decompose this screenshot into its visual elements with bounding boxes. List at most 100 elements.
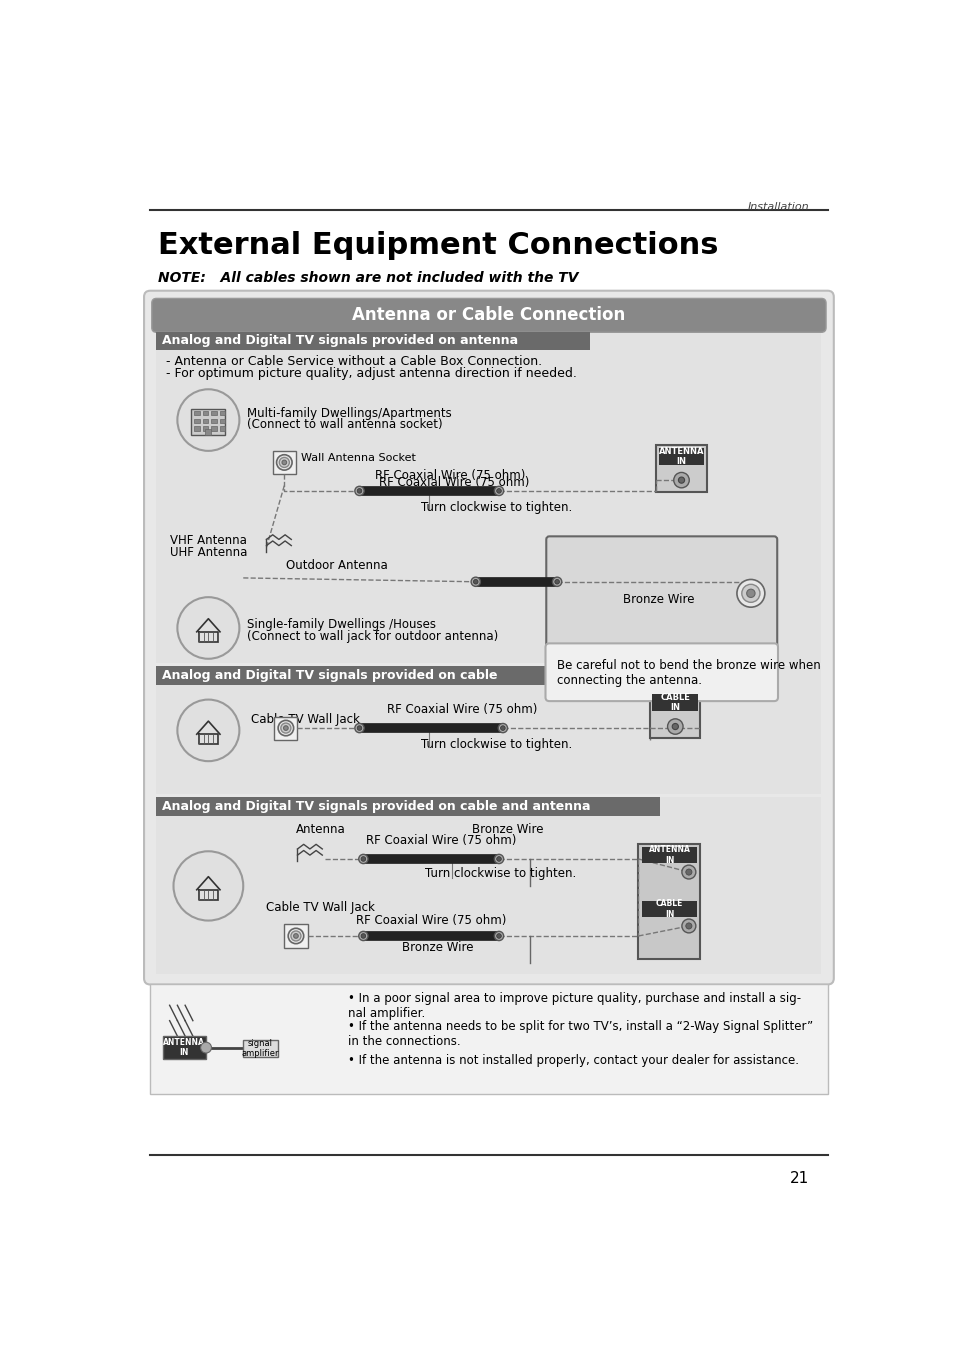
Circle shape xyxy=(673,473,688,488)
Circle shape xyxy=(291,931,301,942)
Text: Installation: Installation xyxy=(746,203,808,212)
Text: CABLE
IN: CABLE IN xyxy=(655,900,682,919)
Text: Antenna or Cable Connection: Antenna or Cable Connection xyxy=(352,307,625,324)
Text: 21: 21 xyxy=(789,1171,808,1186)
Bar xyxy=(273,451,295,474)
Text: Be careful not to bend the bronze wire when
connecting the antenna.: Be careful not to bend the bronze wire w… xyxy=(557,659,820,686)
Text: Outdoor Antenna: Outdoor Antenna xyxy=(286,559,387,571)
Bar xyxy=(203,419,208,423)
FancyBboxPatch shape xyxy=(152,299,825,332)
Bar xyxy=(192,408,225,435)
Circle shape xyxy=(282,461,286,465)
FancyBboxPatch shape xyxy=(545,643,778,701)
Circle shape xyxy=(280,723,291,734)
Text: RF Coaxial Wire (75 ohm): RF Coaxial Wire (75 ohm) xyxy=(378,476,529,489)
Bar xyxy=(156,797,659,816)
Text: Multi-family Dwellings/Apartments: Multi-family Dwellings/Apartments xyxy=(247,407,452,420)
Circle shape xyxy=(736,580,764,607)
Bar xyxy=(203,411,208,416)
Circle shape xyxy=(356,489,361,493)
Bar xyxy=(212,426,216,431)
Circle shape xyxy=(355,723,364,732)
Bar xyxy=(274,716,297,739)
Bar xyxy=(641,901,697,917)
Text: Turn clockwise to tighten.: Turn clockwise to tighten. xyxy=(421,738,572,751)
Circle shape xyxy=(497,857,500,862)
Text: Analog and Digital TV signals provided on cable and antenna: Analog and Digital TV signals provided o… xyxy=(162,800,590,813)
Bar xyxy=(156,666,594,685)
Circle shape xyxy=(288,928,303,943)
Bar xyxy=(212,411,216,416)
Bar xyxy=(205,430,212,435)
Circle shape xyxy=(360,934,365,939)
Circle shape xyxy=(471,577,480,586)
Circle shape xyxy=(279,458,289,467)
Circle shape xyxy=(278,720,294,736)
Bar xyxy=(641,847,697,863)
Text: - For optimum picture quality, adjust antenna direction if needed.: - For optimum picture quality, adjust an… xyxy=(166,367,576,380)
Circle shape xyxy=(497,489,500,493)
Circle shape xyxy=(500,725,505,731)
Bar xyxy=(156,797,821,974)
Text: Bronze Wire: Bronze Wire xyxy=(622,593,694,607)
Circle shape xyxy=(746,589,754,597)
Bar xyxy=(194,419,199,423)
FancyBboxPatch shape xyxy=(144,290,833,985)
Text: External Equipment Connections: External Equipment Connections xyxy=(158,231,718,261)
Text: Bronze Wire: Bronze Wire xyxy=(402,942,473,954)
Circle shape xyxy=(494,854,503,863)
Text: • If the antenna is not installed properly, contact your dealer for assistance.: • If the antenna is not installed proper… xyxy=(348,1054,798,1067)
Circle shape xyxy=(741,585,760,603)
Text: Single-family Dwellings /Houses: Single-family Dwellings /Houses xyxy=(247,617,436,631)
Circle shape xyxy=(494,931,503,940)
Text: ANTENNA
IN: ANTENNA IN xyxy=(648,846,690,865)
Circle shape xyxy=(473,580,477,584)
Bar xyxy=(163,1036,206,1059)
Text: VHF Antenna: VHF Antenna xyxy=(170,534,246,547)
Text: Wall Antenna Socket: Wall Antenna Socket xyxy=(301,453,416,463)
Bar xyxy=(156,331,821,662)
Circle shape xyxy=(177,389,239,451)
Bar xyxy=(212,419,216,423)
Text: Turn clockwise to tighten.: Turn clockwise to tighten. xyxy=(425,867,576,880)
Text: RF Coaxial Wire (75 ohm): RF Coaxial Wire (75 ohm) xyxy=(355,913,505,927)
Text: Cable TV Wall Jack: Cable TV Wall Jack xyxy=(266,901,375,915)
Text: Antenna: Antenna xyxy=(295,823,345,836)
Text: (Connect to wall antenna socket): (Connect to wall antenna socket) xyxy=(247,417,442,431)
Text: RF Coaxial Wire (75 ohm): RF Coaxial Wire (75 ohm) xyxy=(375,469,525,482)
Text: • In a poor signal area to improve picture quality, purchase and install a sig-
: • In a poor signal area to improve pictu… xyxy=(348,992,801,1020)
Text: ANTENNA
IN: ANTENNA IN xyxy=(163,1038,205,1058)
Circle shape xyxy=(173,851,243,920)
Circle shape xyxy=(200,1042,212,1052)
Bar xyxy=(150,985,827,1094)
Circle shape xyxy=(497,934,500,939)
Circle shape xyxy=(681,919,695,934)
Text: CABLE
IN: CABLE IN xyxy=(659,693,690,712)
Text: Bronze Wire: Bronze Wire xyxy=(472,823,543,836)
Bar xyxy=(194,411,199,416)
Bar xyxy=(220,426,225,431)
Circle shape xyxy=(681,865,695,880)
Circle shape xyxy=(294,934,298,939)
Circle shape xyxy=(177,700,239,761)
Text: Analog and Digital TV signals provided on cable: Analog and Digital TV signals provided o… xyxy=(162,669,497,682)
Text: RF Coaxial Wire (75 ohm): RF Coaxial Wire (75 ohm) xyxy=(365,835,516,847)
Text: Turn clockwise to tighten.: Turn clockwise to tighten. xyxy=(421,501,572,513)
Circle shape xyxy=(356,725,361,731)
Circle shape xyxy=(494,486,503,496)
Circle shape xyxy=(552,577,561,586)
FancyBboxPatch shape xyxy=(546,536,777,650)
Circle shape xyxy=(355,486,364,496)
Circle shape xyxy=(685,923,691,929)
Bar xyxy=(203,426,208,431)
Circle shape xyxy=(678,477,684,484)
Bar xyxy=(156,666,821,793)
Text: (Connect to wall jack for outdoor antenna): (Connect to wall jack for outdoor antenn… xyxy=(247,630,497,643)
Text: RF Coaxial Wire (75 ohm): RF Coaxial Wire (75 ohm) xyxy=(386,703,537,716)
Circle shape xyxy=(685,869,691,875)
Bar xyxy=(220,411,225,416)
Text: - Antenna or Cable Service without a Cable Box Connection.: - Antenna or Cable Service without a Cab… xyxy=(166,354,541,367)
Circle shape xyxy=(276,455,292,470)
Bar xyxy=(156,331,590,350)
Text: • If the antenna needs to be split for two TV’s, install a “2-Way Signal Splitte: • If the antenna needs to be split for t… xyxy=(348,1020,812,1048)
